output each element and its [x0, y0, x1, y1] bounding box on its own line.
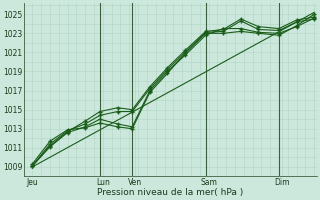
- X-axis label: Pression niveau de la mer( hPa ): Pression niveau de la mer( hPa ): [97, 188, 244, 197]
